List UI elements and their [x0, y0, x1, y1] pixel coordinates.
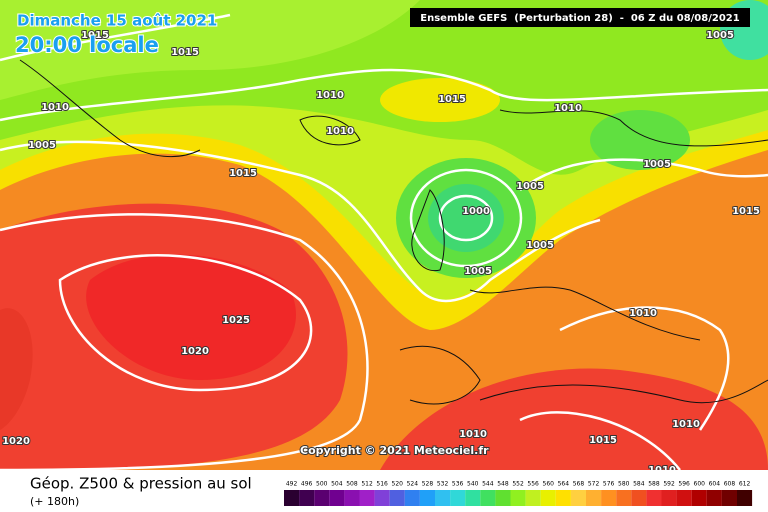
colorbar-label: 588	[648, 481, 660, 488]
colorbar-label: 548	[497, 481, 509, 488]
colorbar-swatch	[570, 490, 586, 506]
coastlines	[19, 59, 768, 405]
isobar-label: 1020	[2, 436, 30, 447]
colorbar-swatch	[540, 490, 556, 506]
colorbar-label: 564	[558, 481, 570, 488]
isobar-label: 1020	[181, 346, 209, 357]
colorbar-label: 492	[286, 481, 298, 488]
colorbar-label: 556	[527, 481, 539, 488]
isobars	[0, 13, 768, 472]
colorbar-swatch	[646, 490, 662, 506]
colorbar-swatch	[419, 490, 435, 506]
isobar-label: 1015	[171, 47, 199, 58]
colorbar-swatch	[389, 490, 405, 506]
colorbar-swatch	[661, 490, 677, 506]
colorbar-label: 500	[316, 481, 328, 488]
colorbar-swatch	[706, 490, 722, 506]
isobar-label: 1010	[459, 429, 487, 440]
isobar-label: 1010	[554, 103, 582, 114]
colorbar-swatch	[510, 490, 526, 506]
isobar-label: 1025	[222, 315, 250, 326]
isobar-label: 1010	[41, 102, 69, 113]
isobar-label: 1005	[516, 181, 544, 192]
colorbar-swatch	[495, 490, 511, 506]
colorbar-label: 572	[588, 481, 600, 488]
copyright: Copyright © 2021 Meteociel.fr	[300, 444, 489, 457]
colorbar-label: 552	[512, 481, 524, 488]
colorbar-swatch	[676, 490, 692, 506]
colorbar-swatch	[435, 490, 451, 506]
colorbar-swatch	[299, 490, 315, 506]
colorbar-label: 600	[694, 481, 706, 488]
colorbar-swatch	[555, 490, 571, 506]
isobar-label: 1010	[629, 308, 657, 319]
isobar-label: 1005	[464, 266, 492, 277]
colorbar-label: 612	[739, 481, 751, 488]
isobar-label: 1015	[589, 435, 617, 446]
colorbar-label: 596	[678, 481, 690, 488]
colorbar-label: 608	[724, 481, 736, 488]
colorbar-label: 540	[467, 481, 479, 488]
colorbar-swatch	[721, 490, 737, 506]
colorbar-swatch	[631, 490, 647, 506]
colorbar-label: 584	[633, 481, 645, 488]
run-info: Ensemble GEFS (Perturbation 28) - 06 Z d…	[420, 13, 739, 24]
colorbar-label: 496	[301, 481, 313, 488]
colorbar-label: 536	[452, 481, 464, 488]
isobar-label: 1010	[316, 90, 344, 101]
colorbar: 492 496 500 504 508 512 516 520 524 528 532 536 540 5…	[284, 481, 753, 506]
colorbar-label: 528	[422, 481, 434, 488]
isobar-label: 1005	[28, 140, 56, 151]
colorbar-label: 576	[603, 481, 615, 488]
colorbar-swatch	[314, 490, 330, 506]
colorbar-swatch	[737, 490, 753, 506]
colorbar-label: 516	[376, 481, 388, 488]
colorbar-label: 520	[392, 481, 404, 488]
colorbar-swatch	[616, 490, 632, 506]
background-fields	[0, 0, 768, 470]
colorbar-label: 508	[346, 481, 358, 488]
colorbar-swatch	[586, 490, 602, 506]
run-box	[410, 8, 750, 27]
colorbar-swatch	[284, 490, 300, 506]
date: Dimanche 15 août 2021	[17, 12, 217, 30]
isobar-label: 1005	[643, 159, 671, 170]
colorbar-swatch	[374, 490, 390, 506]
isobar-label: 1000	[462, 206, 490, 217]
colorbar-swatch	[359, 490, 375, 506]
colorbar-label: 580	[618, 481, 630, 488]
colorbar-swatch	[329, 490, 345, 506]
legend-title: Géop. Z500 & pression au sol	[30, 475, 252, 493]
local-time: 20:00 locale	[15, 33, 159, 57]
colorbar-swatch	[465, 490, 481, 506]
isobar-label: 1010	[672, 419, 700, 430]
colorbar-swatch	[691, 490, 707, 506]
colorbar-label: 512	[361, 481, 373, 488]
isobar-label: 1015	[438, 94, 466, 105]
colorbar-label: 560	[543, 481, 555, 488]
colorbar-label: 592	[663, 481, 675, 488]
lead-time: (+ 180h)	[30, 495, 79, 508]
isobar-label: 1005	[526, 240, 554, 251]
colorbar-label: 532	[437, 481, 449, 488]
colorbar-label: 604	[709, 481, 721, 488]
isobar-label: 1005	[706, 30, 734, 41]
colorbar-swatch	[450, 490, 466, 506]
isobar-label: 1015	[81, 30, 109, 41]
colorbar-swatch	[480, 490, 496, 506]
colorbar-swatch	[525, 490, 541, 506]
isobar-label: 1015	[732, 206, 760, 217]
isobar-label: 1010	[326, 126, 354, 137]
colorbar-label: 524	[407, 481, 419, 488]
isobar-label: 1015	[229, 168, 257, 179]
colorbar-label: 504	[331, 481, 343, 488]
isobar-labels: 1015 1015 1010 1005 1010 1015 1010 1015 1010 1005…	[1, 29, 761, 477]
colorbar-swatch	[601, 490, 617, 506]
colorbar-swatch	[404, 490, 420, 506]
colorbar-label: 544	[482, 481, 494, 488]
colorbar-swatch	[344, 490, 360, 506]
colorbar-label: 568	[573, 481, 585, 488]
